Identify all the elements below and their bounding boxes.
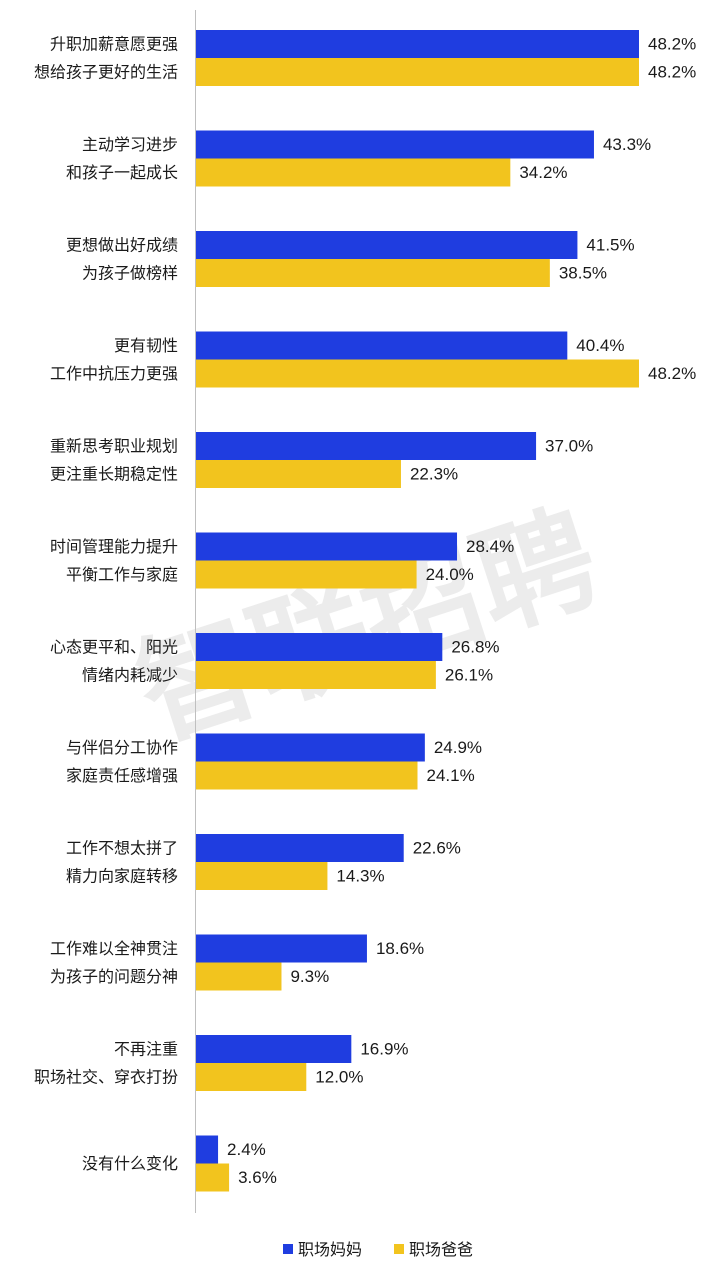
category-label: 心态更平和、阳光: [50, 638, 178, 657]
bar-father: [196, 862, 328, 890]
data-label: 48.2%: [648, 63, 696, 82]
bar-mother: [196, 1035, 352, 1063]
data-label: 22.6%: [413, 839, 461, 858]
data-label: 24.1%: [427, 766, 475, 785]
bar-father: [196, 58, 639, 86]
bar-father: [196, 1063, 307, 1091]
data-label: 18.6%: [376, 939, 424, 958]
bar-mother: [196, 733, 425, 762]
category-label: 情绪内耗减少: [82, 666, 178, 685]
data-label: 12.0%: [315, 1068, 363, 1087]
bar-mother: [196, 432, 537, 460]
category-label: 平衡工作与家庭: [66, 565, 178, 584]
category-label: 精力向家庭转移: [66, 867, 178, 886]
data-label: 26.8%: [451, 638, 499, 657]
category-label: 工作难以全神贯注: [50, 939, 178, 958]
bar-father: [196, 259, 550, 287]
category-label: 为孩子的问题分神: [50, 967, 178, 986]
bar-father: [196, 1163, 230, 1192]
legend-label-father: 职场爸爸: [409, 1240, 473, 1259]
data-label: 3.6%: [238, 1168, 277, 1187]
category-label: 工作中抗压力更强: [50, 364, 178, 383]
category-label: 主动学习进步: [82, 135, 178, 154]
data-label: 34.2%: [519, 163, 567, 182]
category-label: 家庭责任感增强: [66, 766, 178, 785]
category-label: 想给孩子更好的生活: [34, 63, 178, 82]
category-label: 升职加薪意愿更强: [50, 35, 178, 54]
category-label: 没有什么变化: [82, 1154, 178, 1173]
bar-father: [196, 460, 401, 488]
legend-swatch-mother: [283, 1244, 293, 1254]
category-label: 重新思考职业规划: [50, 437, 178, 456]
data-label: 16.9%: [360, 1040, 408, 1059]
bar-mother: [196, 532, 458, 561]
bar-father: [196, 359, 639, 388]
data-label: 24.9%: [434, 738, 482, 757]
category-label: 与伴侣分工协作: [66, 738, 178, 757]
legend-label-mother: 职场妈妈: [298, 1240, 362, 1259]
data-label: 24.0%: [426, 565, 474, 584]
category-label: 为孩子做榜样: [82, 264, 178, 283]
data-label: 22.3%: [410, 465, 458, 484]
data-label: 41.5%: [586, 236, 634, 255]
bar-father: [196, 560, 417, 589]
data-label: 48.2%: [648, 364, 696, 383]
data-label: 9.3%: [290, 967, 329, 986]
bar-father: [196, 158, 511, 187]
category-label: 和孩子一起成长: [66, 163, 178, 182]
category-label: 更有韧性: [114, 336, 178, 355]
category-label: 职场社交、穿衣打扮: [34, 1068, 178, 1087]
category-label: 工作不想太拼了: [66, 839, 178, 858]
bar-mother: [196, 30, 639, 58]
category-label: 时间管理能力提升: [50, 537, 178, 556]
legend: 职场妈妈 职场爸爸: [283, 1240, 473, 1259]
data-label: 37.0%: [545, 437, 593, 456]
category-label: 不再注重: [114, 1040, 178, 1059]
bar-mother: [196, 834, 404, 862]
data-label: 43.3%: [603, 135, 651, 154]
legend-swatch-father: [394, 1244, 404, 1254]
bar-mother: [196, 130, 594, 159]
data-label: 40.4%: [576, 336, 624, 355]
data-label: 26.1%: [445, 666, 493, 685]
data-label: 28.4%: [466, 537, 514, 556]
bar-father: [196, 962, 282, 991]
bar-mother: [196, 331, 568, 360]
bar-father: [196, 761, 418, 790]
bar-father: [196, 661, 436, 689]
data-label: 2.4%: [227, 1140, 266, 1159]
category-label: 更想做出好成绩: [66, 236, 178, 255]
bar-mother: [196, 934, 367, 963]
data-label: 14.3%: [336, 867, 384, 886]
category-label: 更注重长期稳定性: [50, 465, 178, 484]
bar-mother: [196, 231, 578, 259]
bar-mother: [196, 633, 443, 661]
data-label: 48.2%: [648, 35, 696, 54]
bar-mother: [196, 1135, 219, 1164]
data-label: 38.5%: [559, 264, 607, 283]
